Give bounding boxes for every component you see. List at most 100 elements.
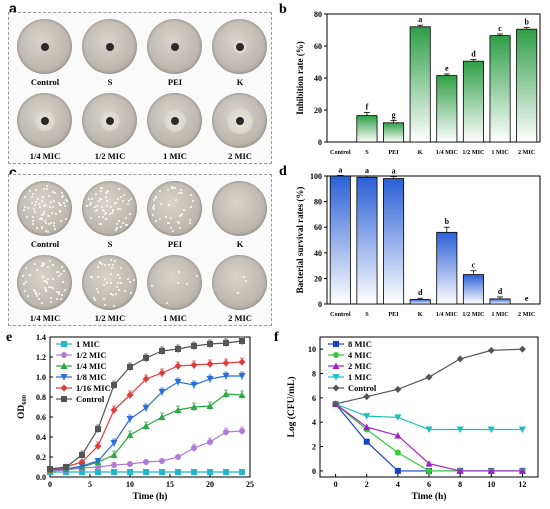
petri-dish	[147, 181, 202, 236]
y-axis-label: Inhibition rate (%)	[295, 41, 305, 115]
y-axis-label: Bacterial survival rates (%)	[295, 187, 305, 294]
petri-dish	[17, 19, 72, 74]
dish-label: PEI	[167, 239, 183, 249]
x-tick-label: PEI	[388, 311, 399, 318]
data-point	[394, 385, 402, 393]
data-point	[206, 360, 214, 368]
panel-letter-a: a	[9, 0, 17, 16]
data-point	[518, 345, 526, 353]
panel-letter: b	[279, 2, 287, 17]
y-axis-label: Log (CFU/mL)	[286, 377, 297, 438]
petri-dish	[147, 93, 202, 148]
bar	[462, 274, 484, 305]
petri-dish	[17, 93, 72, 148]
data-point	[363, 413, 371, 420]
petri-dish	[82, 93, 137, 148]
data-point	[158, 369, 166, 377]
y-tick-label: 20	[314, 106, 322, 115]
significance-letter: g	[392, 110, 396, 119]
data-point	[127, 364, 133, 370]
bar	[489, 298, 511, 305]
x-tick-label: 5	[88, 480, 92, 489]
data-point	[223, 340, 229, 346]
x-tick-label: 1 MIC	[491, 149, 508, 156]
data-point	[127, 469, 133, 475]
data-point	[190, 382, 198, 389]
y-tick-label: 40	[314, 249, 322, 258]
data-point	[456, 426, 464, 434]
data-point	[79, 469, 85, 475]
data-point	[110, 451, 118, 458]
data-point	[159, 469, 165, 475]
data-point	[190, 361, 198, 369]
y-tick-label: 20	[314, 274, 322, 283]
photo-grid-c: Control S PEI K 1/4 MIC 1/2 MIC 1 MIC 2 MIC	[8, 174, 272, 326]
y-tick-label: 0.4	[36, 433, 46, 442]
x-tick-label: 2	[365, 480, 369, 489]
data-point	[333, 341, 339, 347]
significance-letter: c	[472, 261, 476, 270]
x-tick-label: 1/2 MIC	[462, 149, 484, 156]
data-point	[238, 358, 246, 366]
significance-letter: b	[445, 217, 450, 226]
chart-d: d 0 20 40 60 80 100 a Control a Sa PEI d Kb 1/4 MIC c 1/…	[279, 164, 541, 318]
x-tick-label: 2 MIC	[518, 149, 535, 156]
data-point	[456, 355, 464, 363]
x-tick-label: 15	[166, 480, 174, 489]
x-tick-label: 8	[458, 480, 462, 489]
bar	[462, 60, 484, 143]
data-point	[78, 458, 86, 466]
bar	[489, 35, 511, 143]
legend-label: Control	[348, 383, 377, 393]
data-point	[332, 362, 340, 369]
data-point	[159, 458, 165, 464]
data-point	[394, 449, 401, 456]
data-point	[79, 452, 85, 458]
data-point	[394, 414, 402, 421]
data-point	[174, 379, 182, 386]
data-point	[60, 384, 68, 392]
y-tick-label: 40	[314, 74, 322, 83]
data-point	[110, 440, 118, 447]
data-point	[60, 362, 68, 369]
dish-label: 2 MIC	[228, 313, 252, 323]
data-point	[238, 391, 246, 398]
y-tick-label: 0	[312, 467, 316, 476]
bar	[383, 122, 405, 143]
x-tick-label: 0	[334, 480, 338, 489]
y-tick-label: 0.2	[36, 453, 46, 462]
x-tick-label: Control	[330, 149, 351, 156]
data-point	[159, 348, 165, 354]
significance-letter: b	[524, 18, 529, 27]
y-tick-label: 6	[312, 394, 316, 403]
dish-label: S	[107, 239, 113, 249]
x-tick-label: 1/4 MIC	[436, 149, 458, 156]
bar	[436, 75, 458, 143]
x-tick-label: 20	[206, 480, 214, 489]
y-tick-label: 1.4	[36, 333, 46, 342]
data-point	[207, 439, 213, 445]
significance-letter: a	[418, 15, 422, 24]
series-line	[335, 403, 523, 431]
data-point	[222, 359, 230, 367]
data-point	[518, 467, 526, 474]
y-tick-label: 60	[314, 223, 322, 232]
x-tick-label: 1/4 MIC	[436, 311, 458, 318]
dish-label: Control	[30, 239, 60, 249]
petri-dish	[82, 255, 137, 310]
data-point	[126, 431, 134, 438]
data-point	[456, 467, 464, 474]
petri-dish	[82, 19, 137, 74]
data-point	[332, 384, 340, 392]
petri-dish	[212, 93, 267, 148]
x-tick-label: 2 MIC	[518, 311, 535, 318]
legend-label: 1/8 MIC	[76, 372, 106, 382]
significance-letter: e	[445, 64, 449, 73]
dish-label: Control	[30, 77, 60, 87]
data-point	[127, 461, 133, 467]
significance-letter: c	[498, 24, 502, 33]
data-point	[78, 463, 86, 470]
data-point	[61, 352, 67, 358]
dish-label: 1/2 MIC	[94, 313, 126, 323]
x-tick-label: 1/2 MIC	[462, 311, 484, 318]
